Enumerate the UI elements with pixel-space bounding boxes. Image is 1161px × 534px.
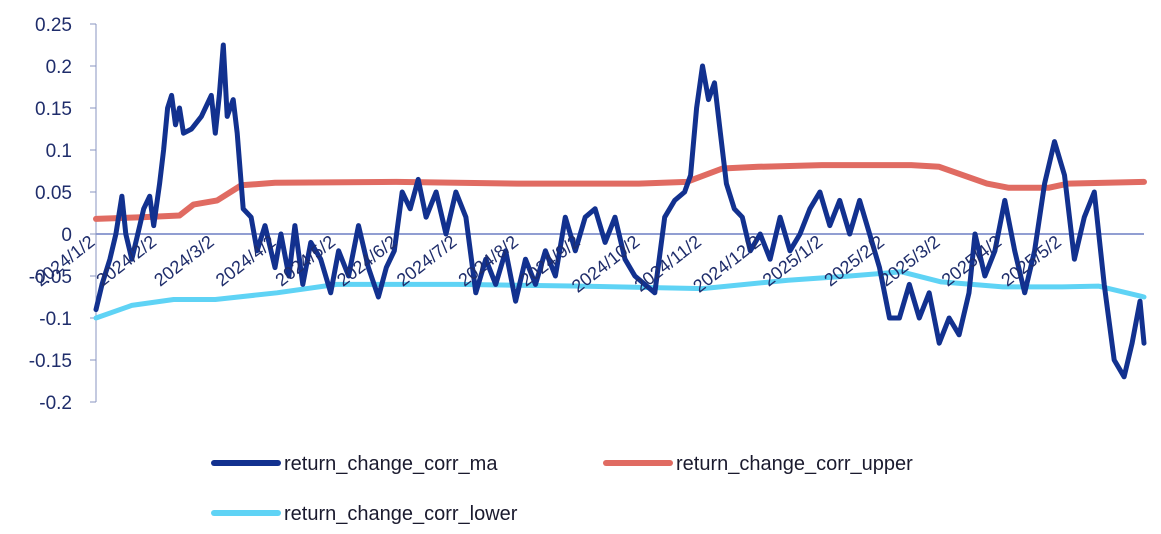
legend-label: return_change_corr_upper <box>676 453 913 475</box>
y-tick-label: 0.25 <box>35 15 72 36</box>
y-tick-label: -0.1 <box>39 309 72 330</box>
legend-label: return_change_corr_lower <box>284 503 518 525</box>
y-tick-label: -0.2 <box>39 393 72 414</box>
y-tick-label: 0.15 <box>35 99 72 120</box>
y-tick-label: -0.05 <box>29 267 72 288</box>
y-tick-label: 0.2 <box>46 57 72 78</box>
series-line-return-change-corr-ma <box>93 42 1147 380</box>
legend-label: return_change_corr_ma <box>284 453 498 475</box>
x-tick-label: 2024/4/2 <box>212 231 280 290</box>
series-line-return-change-corr-upper <box>93 162 1147 222</box>
y-tick-label: -0.15 <box>29 351 72 372</box>
x-tick-label: 2025/5/2 <box>997 231 1065 290</box>
x-tick-label: 2024/7/2 <box>393 231 461 290</box>
y-tick-label: 0 <box>61 225 72 246</box>
series-line-return-change-corr-lower <box>93 269 1147 321</box>
x-tick-label: 2024/3/2 <box>150 231 218 290</box>
y-tick-label: 0.1 <box>46 141 72 162</box>
y-tick-label: 0.05 <box>35 183 72 204</box>
